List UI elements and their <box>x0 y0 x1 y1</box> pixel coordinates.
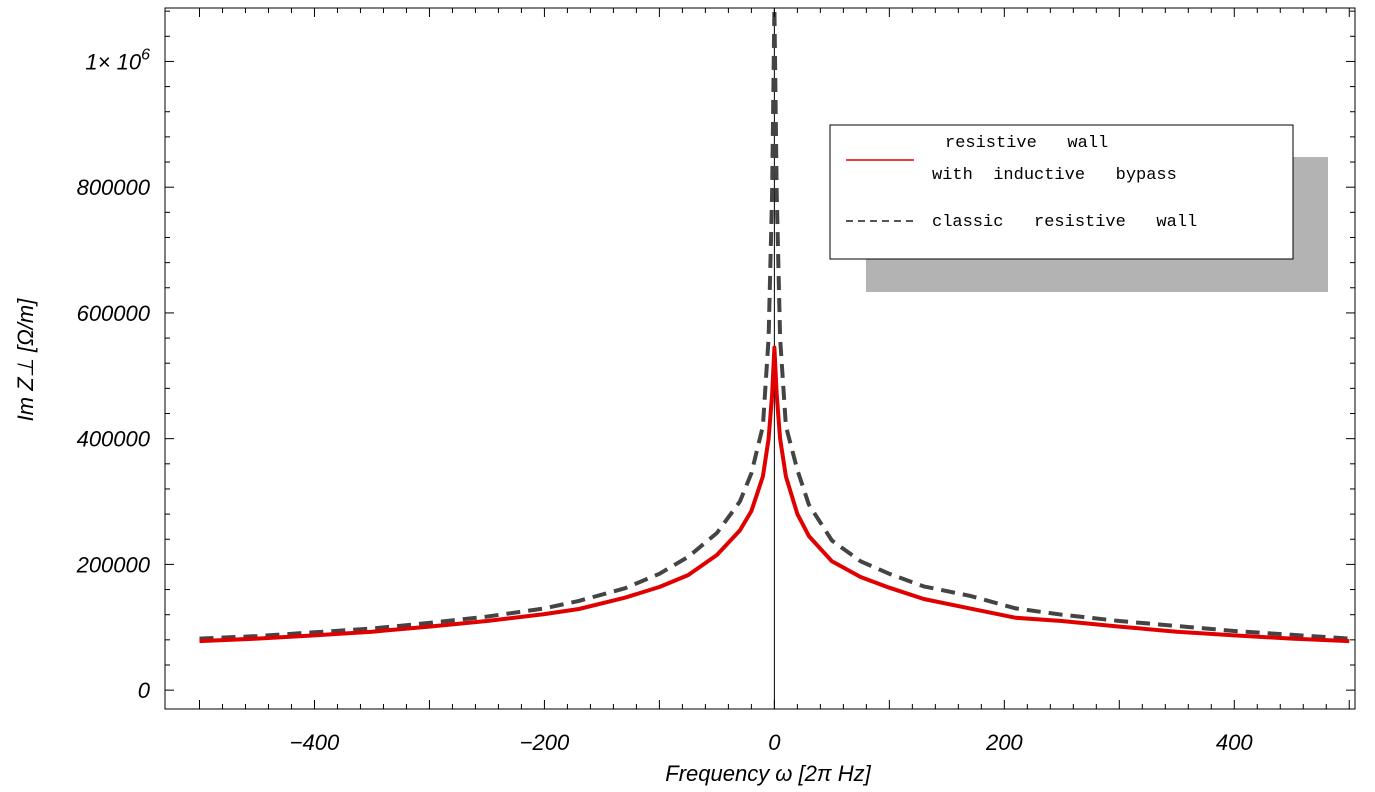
y-axis-title: Im Z⊥ [Ω/m] <box>13 298 38 422</box>
legend-box <box>829 124 1294 260</box>
plot-area <box>164 7 1356 710</box>
y-tick-label: 0 <box>138 678 151 703</box>
x-tick-label: −400 <box>290 730 340 755</box>
plot-frame <box>164 7 1356 710</box>
ticks-layer: −400 −200 0 200 400 0 200000 400000 600000 800000… <box>76 8 1355 755</box>
y-tick-label: 1× 106 <box>85 46 150 74</box>
x-axis-title: Frequency ω [2π Hz] <box>665 761 871 786</box>
y-tick-label: 800000 <box>77 175 151 200</box>
series-layer <box>199 8 1350 644</box>
y-tick-label: 600000 <box>77 301 151 326</box>
y-tick-label: 400000 <box>77 427 151 452</box>
y-tick-label: 200000 <box>76 552 151 577</box>
series-line-inductive-bypass <box>199 345 1350 644</box>
series-line-classic-resistive-wall <box>199 8 1350 641</box>
x-tick-label: 200 <box>985 730 1023 755</box>
legend-label-inductive-bypass: with inductive bypass <box>932 166 1177 185</box>
x-tick-label: 400 <box>1216 730 1253 755</box>
x-tick-label: −200 <box>520 730 570 755</box>
legend-label-resistive-wall: resistive wall <box>945 134 1108 153</box>
legend-label-classic-resistive-wall: classic resistive wall <box>932 213 1197 232</box>
x-tick-label: 0 <box>768 730 781 755</box>
legend: resistive wall with inductive bypass cla… <box>829 124 1328 292</box>
